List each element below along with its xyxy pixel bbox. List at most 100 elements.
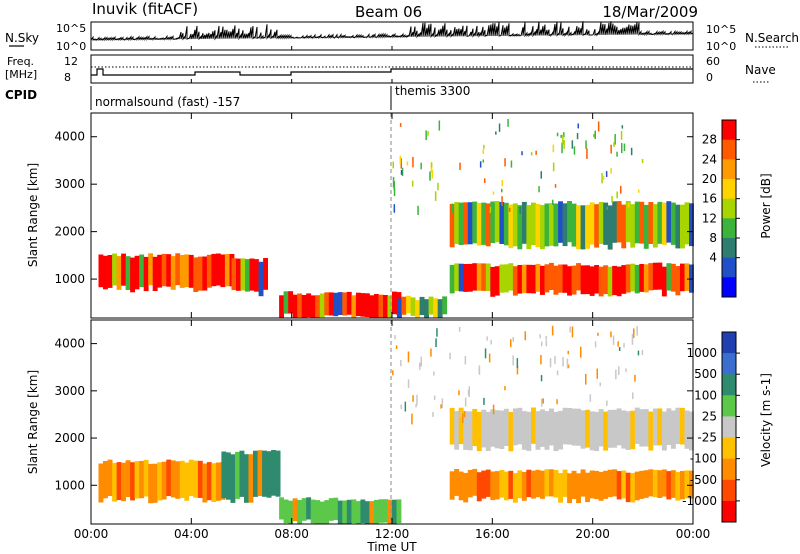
heatmap-cell bbox=[184, 462, 190, 501]
heatmap-scatter-point bbox=[434, 191, 437, 201]
heatmap-scatter-point bbox=[585, 140, 587, 149]
heatmap-cell bbox=[634, 407, 640, 444]
heatmap-cell bbox=[415, 300, 420, 318]
colorbar-swatch bbox=[722, 218, 736, 239]
heatmap-scatter-point bbox=[435, 338, 437, 348]
heatmap-cell bbox=[103, 461, 108, 499]
heatmap-cell bbox=[481, 202, 487, 245]
heatmap-cell bbox=[585, 472, 590, 503]
heatmap-scatter-point bbox=[490, 339, 492, 345]
heatmap-scatter-point bbox=[618, 346, 621, 351]
heatmap-scatter-point bbox=[493, 203, 495, 210]
heatmap-cell bbox=[476, 263, 482, 291]
heatmap-scatter-point bbox=[393, 204, 396, 213]
heatmap-cell bbox=[283, 291, 289, 314]
heatmap-cell bbox=[310, 295, 316, 318]
power-colorbar: 28 24 20 16 12 8 4 bbox=[702, 119, 740, 298]
heatmap-scatter-point bbox=[636, 326, 638, 336]
heatmap-cell bbox=[306, 497, 312, 520]
heatmap-cell bbox=[364, 293, 370, 317]
ytick-label: 1000 bbox=[54, 272, 85, 286]
colorbar-tick-label: 25 bbox=[702, 409, 717, 423]
ytick-label: 4000 bbox=[54, 130, 85, 144]
heatmap-scatter-point bbox=[540, 171, 542, 179]
heatmap-cell bbox=[202, 463, 208, 503]
heatmap-cell bbox=[378, 499, 384, 523]
heatmap-cell bbox=[549, 203, 554, 246]
heatmap-scatter-point bbox=[616, 191, 618, 199]
power-heatmap bbox=[98, 119, 694, 318]
heatmap-scatter-point bbox=[563, 132, 565, 138]
heatmap-scatter-point bbox=[625, 368, 627, 372]
heatmap-scatter-point bbox=[573, 146, 576, 155]
heatmap-scatter-point bbox=[521, 151, 523, 156]
heatmap-cell bbox=[485, 469, 491, 497]
heatmap-cell bbox=[257, 450, 263, 497]
colorbar-swatch bbox=[722, 353, 736, 375]
heatmap-cell bbox=[449, 264, 455, 294]
heatmap-cell bbox=[571, 408, 577, 446]
heatmap-cell bbox=[248, 454, 254, 503]
heatmap-scatter-point bbox=[567, 350, 569, 355]
heatmap-cell bbox=[562, 264, 568, 293]
heatmap-scatter-point bbox=[463, 411, 466, 418]
heatmap-cell bbox=[476, 202, 482, 246]
heatmap-scatter-point bbox=[552, 144, 555, 153]
heatmap-scatter-point bbox=[552, 162, 555, 172]
heatmap-cell bbox=[553, 203, 559, 247]
heatmap-cell bbox=[589, 266, 595, 296]
freq-right-tick-bottom: 0 bbox=[706, 71, 713, 84]
heatmap-scatter-point bbox=[610, 168, 612, 174]
heatmap-scatter-point bbox=[432, 412, 434, 417]
colorbar-swatch bbox=[722, 437, 736, 460]
heatmap-scatter-point bbox=[554, 356, 556, 364]
heatmap-cell bbox=[612, 201, 618, 243]
colorbar-swatch bbox=[722, 198, 736, 219]
heatmap-cell bbox=[625, 411, 631, 450]
heatmap-scatter-point bbox=[641, 159, 644, 164]
heatmap-cell bbox=[585, 409, 590, 448]
freq-trace bbox=[91, 68, 693, 76]
heatmap-cell bbox=[288, 291, 294, 314]
heatmap-scatter-point bbox=[641, 350, 644, 355]
heatmap-cell bbox=[197, 460, 203, 498]
heatmap-scatter-point bbox=[620, 185, 622, 194]
heatmap-cell bbox=[271, 450, 276, 496]
heatmap-cell bbox=[288, 500, 294, 524]
heatmap-cell bbox=[472, 408, 478, 447]
heatmap-cell bbox=[392, 291, 397, 315]
heatmap-cell bbox=[244, 454, 249, 503]
colorbar-swatch bbox=[722, 479, 736, 502]
velocity-heatmap bbox=[98, 325, 694, 524]
heatmap-cell bbox=[580, 265, 586, 295]
heatmap-cell bbox=[383, 499, 388, 523]
heatmap-cell bbox=[540, 470, 545, 499]
heatmap-cell bbox=[666, 408, 672, 446]
heatmap-scatter-point bbox=[552, 199, 554, 205]
heatmap-cell bbox=[360, 499, 366, 524]
heatmap-cell bbox=[603, 265, 609, 295]
heatmap-scatter-point bbox=[430, 163, 433, 168]
heatmap-cell bbox=[657, 470, 663, 498]
heatmap-cell bbox=[594, 411, 600, 452]
colorbar-swatch bbox=[722, 257, 736, 278]
heatmap-cell bbox=[139, 460, 145, 499]
heatmap-scatter-point bbox=[621, 143, 623, 154]
heatmap-cell bbox=[689, 203, 694, 247]
time-xaxis: 00:00 04:00 08:00 12:00 16:00 20:00 00:00 bbox=[74, 46, 710, 541]
heatmap-scatter-point bbox=[556, 399, 558, 405]
heatmap-scatter-point bbox=[464, 397, 467, 407]
heatmap-scatter-point bbox=[614, 134, 616, 145]
heatmap-cell bbox=[157, 254, 163, 288]
colorbar-tick-label: 4 bbox=[709, 251, 717, 265]
heatmap-scatter-point bbox=[516, 358, 519, 368]
heatmap-scatter-point bbox=[585, 374, 587, 385]
heatmap-cell bbox=[499, 470, 505, 498]
heatmap-scatter-point bbox=[438, 120, 441, 131]
heatmap-cell bbox=[143, 256, 149, 292]
heatmap-cell bbox=[485, 263, 491, 292]
cpid-label: CPID bbox=[5, 88, 37, 102]
heatmap-scatter-point bbox=[482, 148, 485, 154]
heatmap-scatter-point bbox=[606, 400, 608, 406]
heatmap-cell bbox=[193, 460, 199, 498]
